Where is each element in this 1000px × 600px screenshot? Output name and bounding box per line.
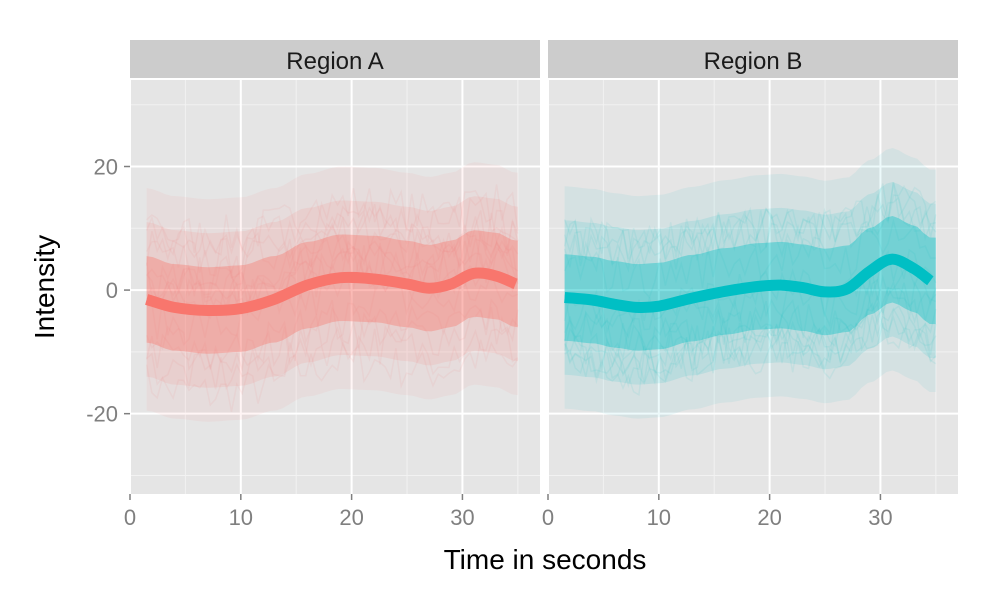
x-tick-label: 10 (647, 505, 671, 530)
x-tick-label: 10 (229, 505, 253, 530)
y-tick-label: -20 (86, 402, 118, 427)
x-tick-label: 30 (450, 505, 474, 530)
y-tick-label: 20 (94, 155, 118, 180)
trace-line (563, 269, 937, 339)
panel-region-b: Region B (547, 40, 958, 494)
x-tick-label: 0 (542, 505, 554, 530)
x-axis-b: 0 10 20 30 (542, 494, 893, 530)
strip-background-b (548, 40, 958, 78)
x-axis-a: 0 10 20 30 (124, 494, 475, 530)
trace-line (563, 307, 937, 386)
strip-label-b: Region B (704, 48, 803, 75)
strip-background-a (130, 40, 540, 78)
x-tick-label: 30 (868, 505, 892, 530)
y-axis: -20 0 20 (86, 155, 130, 427)
trace-line (563, 280, 937, 360)
trace-line (563, 196, 937, 273)
trace-line (563, 286, 937, 377)
trace-line (564, 322, 937, 397)
trace-line (145, 206, 519, 279)
trace-line (563, 278, 937, 361)
trace-line (146, 224, 519, 297)
smooth-line-a (145, 267, 518, 317)
strip-label-a: Region A (286, 48, 383, 75)
trace-line (145, 234, 519, 314)
trace-band-a (145, 162, 519, 422)
trace-line (146, 324, 519, 391)
gridlines-a (129, 80, 540, 494)
y-tick-label: 0 (106, 278, 118, 303)
trace-line (146, 231, 519, 311)
trace-line (563, 184, 937, 268)
trace-line (145, 210, 519, 287)
trace-band-middle (146, 196, 518, 388)
x-tick-label: 20 (339, 505, 363, 530)
trace-line (145, 298, 519, 372)
x-axis-title: Time in seconds (444, 544, 647, 575)
trace-line (563, 218, 936, 299)
plot-background-a (130, 80, 540, 494)
trace-line (146, 191, 519, 259)
panel-region-a: Region A (129, 40, 540, 494)
y-axis-title: Intensity (29, 235, 60, 339)
trace-line (145, 306, 519, 374)
smooth-line (564, 253, 934, 314)
trace-line (145, 184, 519, 259)
trace-band-outer (146, 162, 518, 422)
trace-line (145, 339, 519, 412)
x-tick-label: 20 (757, 505, 781, 530)
trace-band-inner (146, 230, 518, 354)
trace-line (563, 304, 937, 389)
smooth-line-b (564, 253, 934, 314)
trace-line (563, 182, 936, 260)
trace-line (563, 182, 937, 266)
smooth-line (145, 267, 518, 317)
x-tick-label: 0 (124, 505, 136, 530)
trace-line (563, 302, 937, 383)
